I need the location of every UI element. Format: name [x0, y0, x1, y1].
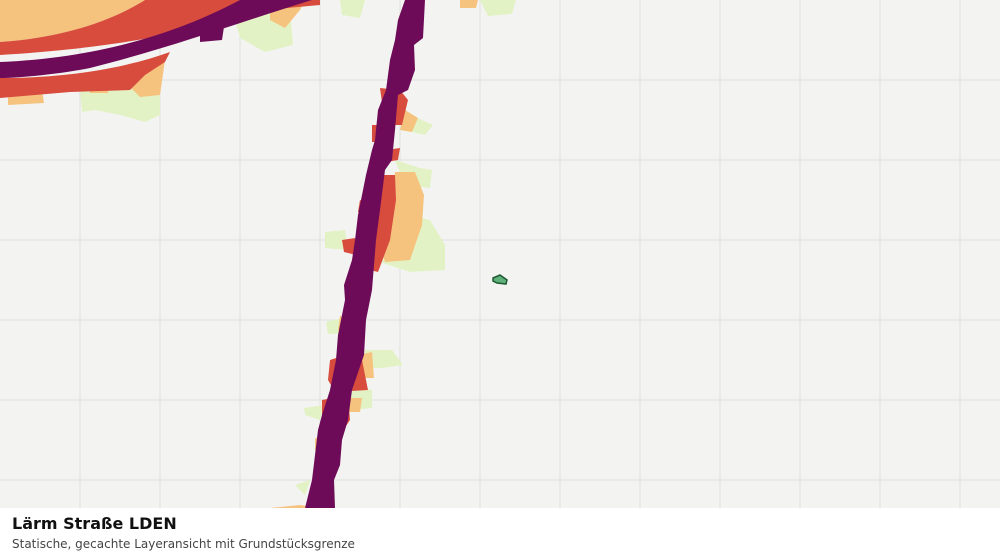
noise-layer: [0, 0, 516, 508]
parcel-grid: [0, 0, 1000, 508]
layer-title: Lärm Straße LDEN: [12, 514, 177, 533]
map: [0, 0, 1000, 508]
caption-panel: Lärm Straße LDEN Statische, gecachte Lay…: [0, 508, 1000, 560]
layer-subtitle: Statische, gecachte Layeransicht mit Gru…: [12, 537, 355, 551]
parcel-marker: [492, 274, 508, 285]
map-background: [0, 0, 1000, 508]
